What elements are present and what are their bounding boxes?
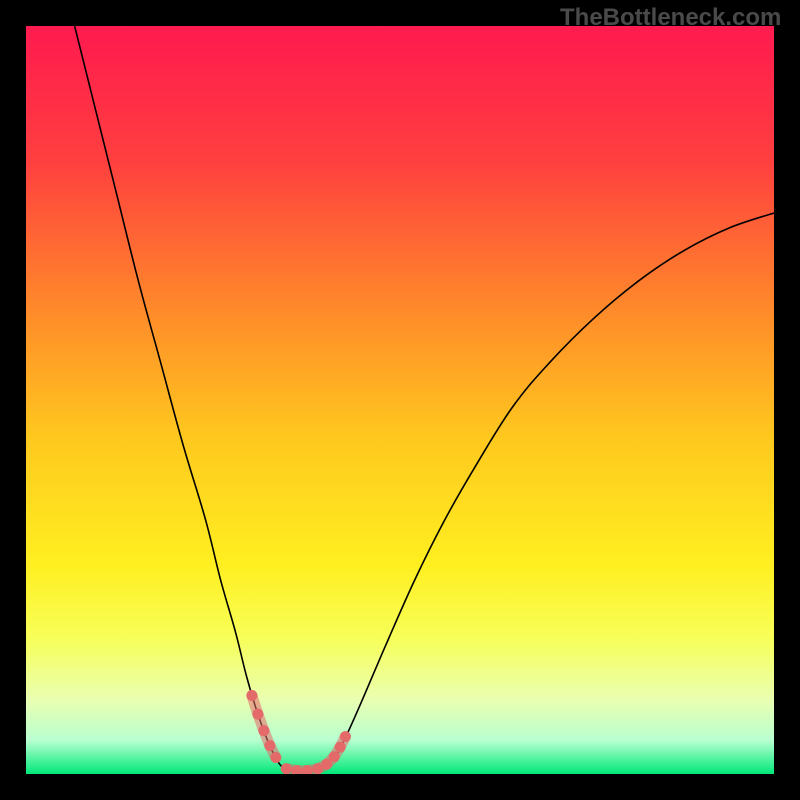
- overlay-connector: [340, 737, 345, 747]
- chart-svg: [0, 0, 800, 800]
- watermark-text: TheBottleneck.com: [560, 4, 781, 32]
- plot-area: [26, 26, 774, 774]
- chart-frame: TheBottleneck.com: [0, 0, 800, 800]
- overlay-connector: [270, 746, 276, 758]
